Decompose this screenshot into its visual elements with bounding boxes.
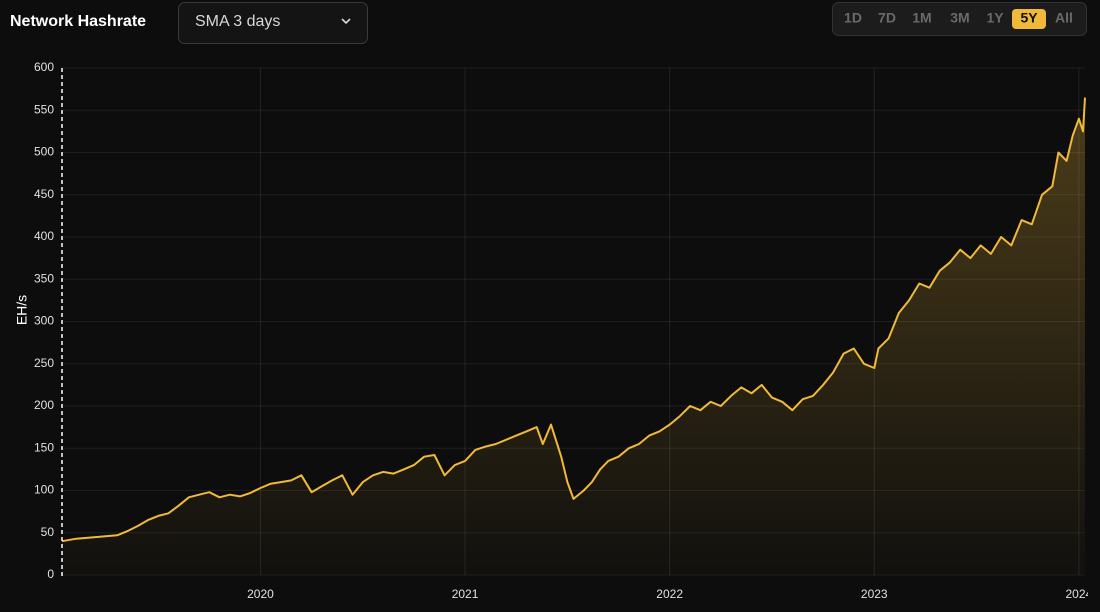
y-tick-label: 450 xyxy=(34,187,54,201)
y-tick-label: 100 xyxy=(34,483,54,497)
range-active-bg xyxy=(1012,9,1046,29)
y-tick-label: 600 xyxy=(34,60,54,74)
dropdown-caret xyxy=(341,18,351,25)
y-axis-label: EH/s xyxy=(14,295,30,325)
y-tick-label: 550 xyxy=(34,102,54,116)
dropdown[interactable] xyxy=(178,2,368,44)
y-tick-label: 250 xyxy=(34,356,54,370)
x-tick-label: 2020 xyxy=(247,587,274,601)
range-button[interactable]: 1M xyxy=(912,10,931,26)
y-tick-label: 50 xyxy=(41,525,55,539)
range-button[interactable]: 1Y xyxy=(986,10,1004,26)
range-button[interactable]: 5Y xyxy=(1020,10,1038,26)
x-tick-label: 2023 xyxy=(861,587,888,601)
title: Network Hashrate xyxy=(10,13,146,30)
y-tick-label: 400 xyxy=(34,229,54,243)
dropdown-label: SMA 3 days xyxy=(195,13,280,30)
y-tick-label: 200 xyxy=(34,398,54,412)
range-button[interactable]: 7D xyxy=(878,10,896,26)
y-tick-label: 0 xyxy=(47,567,54,581)
y-tick-label: 300 xyxy=(34,314,54,328)
y-tick-label: 150 xyxy=(34,440,54,454)
area xyxy=(62,97,1085,575)
x-tick-label: 2022 xyxy=(656,587,683,601)
x-tick-label: 2024 xyxy=(1066,587,1093,601)
line xyxy=(61,97,1086,543)
y-tick-label: 500 xyxy=(34,145,54,159)
range-button[interactable]: 3M xyxy=(950,10,969,26)
range-button[interactable]: All xyxy=(1055,10,1073,26)
range-button[interactable]: 1D xyxy=(844,10,862,26)
x-tick-label: 2021 xyxy=(452,587,479,601)
y-tick-label: 350 xyxy=(34,271,54,285)
